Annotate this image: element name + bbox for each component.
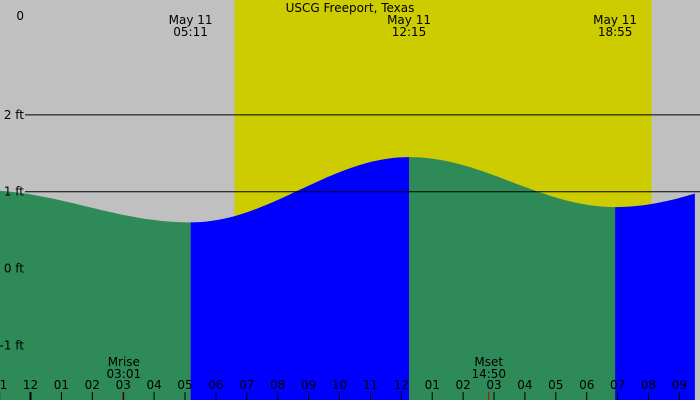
x-tick-label: 08 (270, 378, 285, 392)
tide-event-time: 18:55 (598, 25, 633, 39)
x-tick-label: 04 (146, 378, 161, 392)
moon-event-label: Mrise (108, 355, 140, 369)
x-tick-label: 11 (0, 378, 7, 392)
tide-event-date: May 11 (593, 13, 637, 27)
x-tick-label: 03 (486, 378, 501, 392)
tide-areas (0, 157, 695, 400)
x-tick-label: 05 (177, 378, 192, 392)
chart-title: USCG Freeport, Texas (286, 1, 415, 15)
falling-tide-area (0, 190, 191, 400)
x-tick-label: 02 (85, 378, 100, 392)
moon-event-time: 14:50 (471, 367, 506, 381)
x-tick-label: 04 (517, 378, 532, 392)
x-tick-label: 06 (579, 378, 594, 392)
x-tick-label: 09 (672, 378, 687, 392)
x-tick-label: 07 (239, 378, 254, 392)
x-tick-label: 08 (641, 378, 656, 392)
rising-tide-area (190, 157, 409, 400)
x-tick-label: 12 (23, 378, 38, 392)
x-tick-label: 01 (54, 378, 69, 392)
y-tick-label: 0 (16, 9, 24, 23)
x-axis-ticks: 11 12 01 02 03 04 05 06 07 08 09 10 11 12 01 02 03 04 05 06… (0, 378, 687, 400)
x-tick-label: 06 (208, 378, 223, 392)
x-tick-label: 01 (425, 378, 440, 392)
y-tick-label: -1 ft (0, 338, 24, 352)
x-tick-label: 07 (610, 378, 625, 392)
x-tick-label: 09 (301, 378, 316, 392)
x-tick-label: 12 (394, 378, 409, 392)
gridlines (25, 114, 700, 193)
y-tick-label: 2 ft (4, 108, 24, 122)
rising-tide-area (615, 193, 695, 400)
tide-event-time: 05:11 (173, 25, 208, 39)
moon-event-label: Mset (474, 355, 503, 369)
x-tick-label: 10 (332, 378, 347, 392)
tide-event-date: May 11 (169, 13, 213, 27)
y-axis-ticks: 2 ft 1 ft 0 ft -1 ft 0 (0, 9, 24, 352)
tide-event-date: May 11 (387, 13, 431, 27)
falling-tide-area (409, 157, 616, 400)
x-tick-label: 02 (455, 378, 470, 392)
y-tick-label: 1 ft (4, 185, 24, 199)
x-tick-label: 03 (116, 378, 131, 392)
tide-event-time: 12:15 (392, 25, 427, 39)
y-tick-label: 0 ft (4, 262, 24, 276)
x-tick-label: 05 (548, 378, 563, 392)
x-tick-label: 11 (363, 378, 378, 392)
moon-event-time: 03:01 (107, 367, 142, 381)
